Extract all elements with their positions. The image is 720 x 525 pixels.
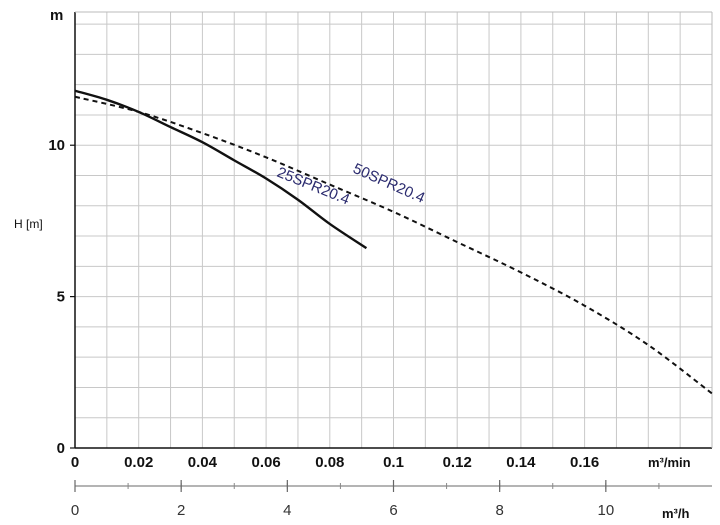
x-tick-label: 0.04 <box>188 454 218 471</box>
secondary-x-tick-label: 0 <box>71 502 79 519</box>
secondary-x-tick-label: 2 <box>177 502 185 519</box>
secondary-x-tick-label: 4 <box>283 502 291 519</box>
y-tick-label: 0 <box>57 440 65 457</box>
x-tick-label: 0.16 <box>570 454 599 471</box>
y-axis-unit: m <box>50 7 63 24</box>
x-tick-label: 0.06 <box>251 454 280 471</box>
grid-layer <box>75 12 712 448</box>
axes-layer <box>70 11 713 492</box>
x-tick-label: 0.1 <box>383 454 404 471</box>
series-layer <box>74 89 713 395</box>
secondary-x-axis-unit: m³/h <box>662 506 690 521</box>
text-layer: m H [m] m³/min m³/h 25SPR20.4 50SPR20.4 … <box>14 7 691 521</box>
x-tick-label: 0.14 <box>506 454 536 471</box>
secondary-x-tick-label: 6 <box>389 502 397 519</box>
x-tick-label: 0.02 <box>124 454 153 471</box>
x-tick-label: 0.12 <box>443 454 472 471</box>
x-axis-unit: m³/min <box>648 455 691 470</box>
series-label-25spr20-4: 25SPR20.4 <box>275 164 353 209</box>
y-tick-label: 10 <box>48 137 65 154</box>
y-tick-label: 5 <box>57 289 65 306</box>
series-line-25spr20-4 <box>74 89 368 250</box>
secondary-x-tick-label: 10 <box>597 502 614 519</box>
series-line-50spr20-4 <box>74 95 713 395</box>
y-axis-label: H [m] <box>14 217 43 231</box>
x-tick-label: 0 <box>71 454 79 471</box>
x-tick-label: 0.08 <box>315 454 344 471</box>
secondary-x-tick-label: 8 <box>495 502 503 519</box>
